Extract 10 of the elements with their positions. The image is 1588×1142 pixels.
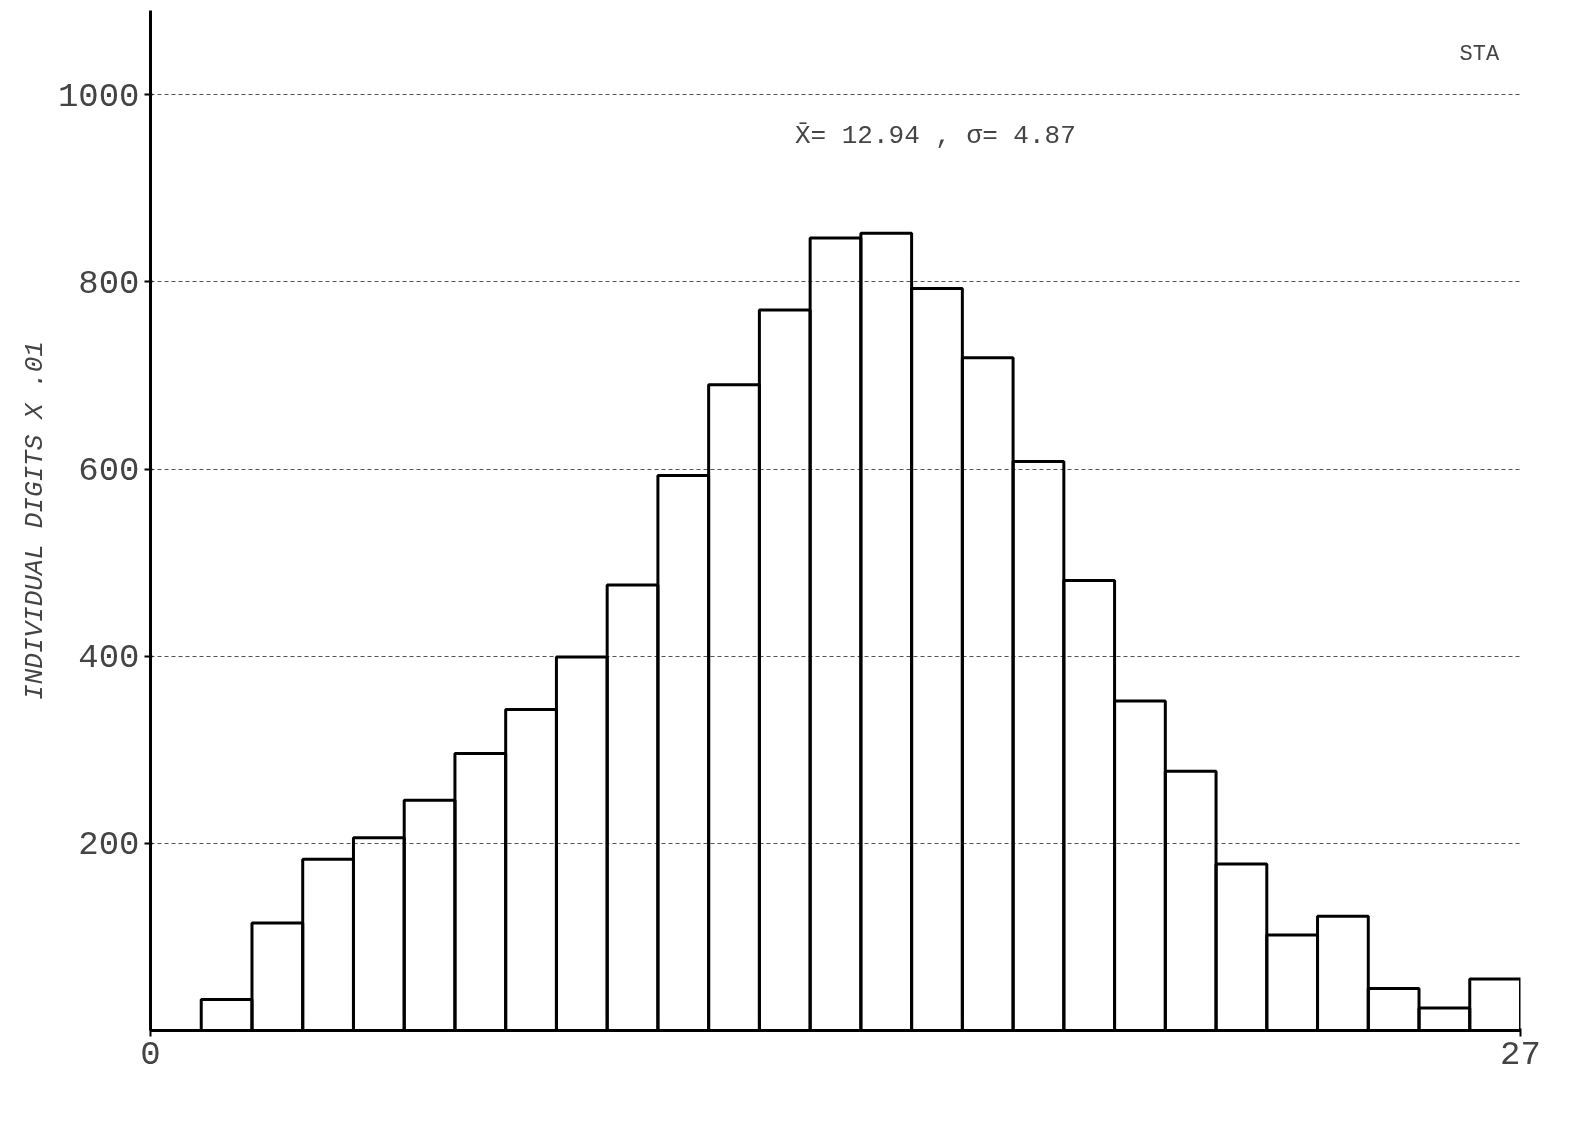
- x-tick-label: 0: [140, 1035, 161, 1074]
- y-tick-label: 400: [78, 639, 140, 678]
- x-tick-label: 27: [1500, 1035, 1541, 1074]
- y-tick-label: 1000: [57, 77, 140, 116]
- text: STA: [1459, 41, 1501, 67]
- annotation: X̄= 12.94 , σ= 4.87: [794, 120, 1076, 151]
- y-tick-label: 600: [78, 452, 140, 491]
- y-axis-title: INDIVIDUAL DIGITS X .01: [19, 341, 50, 700]
- y-tick-label: 200: [78, 826, 140, 865]
- y-tick-label: 800: [78, 264, 140, 303]
